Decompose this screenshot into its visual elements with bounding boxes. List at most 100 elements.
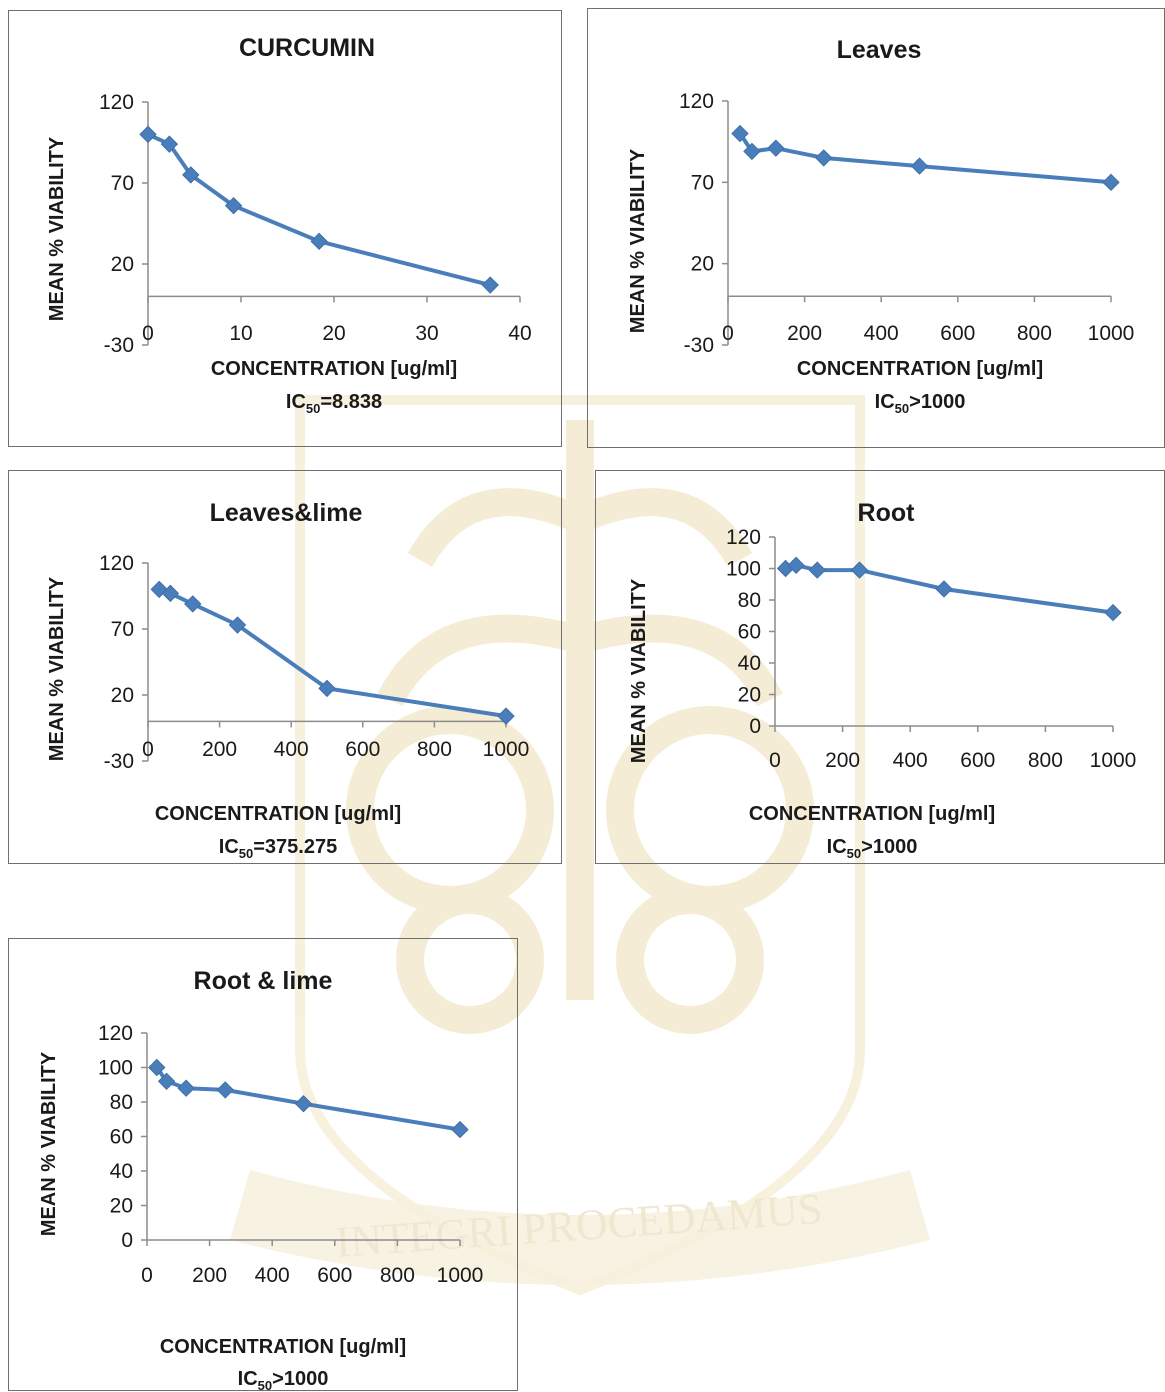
chart-panel-curcumin: CURCUMIN MEAN % VIABILITY CONCENTRATION … <box>8 10 562 447</box>
y-tick-label: 20 <box>691 253 714 276</box>
data-point <box>148 1058 166 1077</box>
y-tick-label: 20 <box>111 684 134 707</box>
series-line <box>155 1066 461 1132</box>
ic50-prefix: IC <box>827 836 847 858</box>
series-line <box>738 132 1112 185</box>
data-point <box>731 124 749 143</box>
y-tick-label: 70 <box>691 171 714 194</box>
x-tick-label: 200 <box>202 738 237 761</box>
ic50-label: IC50>1000 <box>238 1368 329 1392</box>
y-tick-label: -30 <box>104 750 134 773</box>
ic50-value: =375.275 <box>253 836 337 858</box>
y-tick-label: 20 <box>111 253 134 276</box>
x-tick-label: 0 <box>722 322 734 345</box>
data-point <box>451 1120 469 1139</box>
chart-title: CURCUMIN <box>239 34 375 62</box>
y-tick-label: 120 <box>679 90 714 113</box>
chart-panel-leaves: Leaves MEAN % VIABILITY CONCENTRATION [u… <box>587 8 1165 448</box>
y-axis-label: MEAN % VIABILITY <box>628 578 650 763</box>
x-axis-label: CONCENTRATION [ug/ml] <box>797 358 1043 380</box>
y-tick-label: 0 <box>121 1229 133 1252</box>
y-tick-label: 70 <box>111 172 134 195</box>
ic50-prefix: IC <box>286 391 306 413</box>
y-tick-label: 0 <box>749 715 761 738</box>
chart-title: Leaves <box>837 36 922 64</box>
data-point <box>310 232 328 251</box>
data-point <box>216 1081 234 1099</box>
y-tick-label: 120 <box>726 526 761 549</box>
data-point <box>318 679 336 698</box>
data-point <box>1102 173 1120 192</box>
y-tick-label: 20 <box>738 684 761 707</box>
x-tick-label: 0 <box>769 749 781 772</box>
chart-leaves: Leaves MEAN % VIABILITY CONCENTRATION [u… <box>627 36 1134 416</box>
plot-area: 0 20 40 60 80 100 120 0 200 400 600 800 1000 <box>726 526 1136 772</box>
x-tick-label: 1000 <box>483 738 530 761</box>
data-point <box>787 556 805 575</box>
data-point <box>910 157 929 175</box>
x-tick-label: 1000 <box>437 1264 484 1287</box>
x-tick-label: 20 <box>322 322 345 345</box>
y-tick-label: 100 <box>726 558 761 581</box>
y-tick-label: 120 <box>99 91 134 114</box>
y-tick-label: -30 <box>104 334 134 357</box>
data-point <box>1104 603 1122 622</box>
y-tick-label: 60 <box>738 621 761 644</box>
data-point <box>815 149 833 167</box>
data-point <box>808 561 826 579</box>
x-tick-label: 30 <box>415 322 438 345</box>
y-axis-label: MEAN % VIABILITY <box>38 1051 60 1236</box>
data-point <box>161 584 180 603</box>
x-tick-label: 800 <box>380 1264 415 1287</box>
x-tick-label: 0 <box>141 1264 153 1287</box>
ic50-value: >1000 <box>861 836 917 858</box>
data-point <box>767 139 785 157</box>
chart-title: Leaves&lime <box>210 499 363 527</box>
x-tick-label: 1000 <box>1088 322 1135 345</box>
x-tick-label: 200 <box>787 322 822 345</box>
x-tick-label: 800 <box>417 738 452 761</box>
ic50-label: IC50>1000 <box>875 391 966 416</box>
x-tick-label: 600 <box>345 738 380 761</box>
data-point <box>228 616 247 634</box>
x-tick-label: 800 <box>1028 749 1063 772</box>
x-axis-label: CONCENTRATION [ug/ml] <box>211 358 457 380</box>
y-axis-label: MEAN % VIABILITY <box>46 136 68 321</box>
data-point <box>743 142 761 161</box>
x-tick-label: 10 <box>229 322 252 345</box>
data-point <box>184 595 202 613</box>
chart-panel-root: Root MEAN % VIABILITY CONCENTRATION [ug/… <box>595 470 1165 864</box>
ic50-label: IC50>1000 <box>827 836 918 861</box>
ic50-label: IC50=8.838 <box>286 391 382 416</box>
ic50-subscript: 50 <box>306 401 320 416</box>
x-tick-label: 600 <box>317 1264 352 1287</box>
x-axis-label: CONCENTRATION [ug/ml] <box>749 803 995 825</box>
chart-root-lime: Root & lime MEAN % VIABILITY CONCENTRATI… <box>38 967 484 1392</box>
y-tick-label: -30 <box>684 334 714 357</box>
x-tick-label: 400 <box>255 1264 290 1287</box>
data-point <box>157 1072 176 1091</box>
data-point <box>294 1095 313 1113</box>
plot-area: -30 20 70 120 0 200 400 600 800 1000 <box>99 552 529 773</box>
ic50-subscript: 50 <box>258 1378 272 1392</box>
x-tick-label: 400 <box>893 749 928 772</box>
x-axis-label: CONCENTRATION [ug/ml] <box>160 1336 406 1358</box>
ic50-value: >1000 <box>272 1368 328 1390</box>
data-point <box>850 561 869 579</box>
plot-area: -30 20 70 120 0 200 400 600 800 1000 <box>679 90 1134 357</box>
data-point <box>139 125 157 144</box>
data-point <box>182 166 200 184</box>
chart-panel-root-lime: Root & lime MEAN % VIABILITY CONCENTRATI… <box>8 938 518 1392</box>
series-line <box>158 587 507 719</box>
y-tick-label: 80 <box>738 589 761 612</box>
ic50-label: IC50=375.275 <box>219 836 337 861</box>
x-tick-label: 400 <box>274 738 309 761</box>
x-tick-label: 40 <box>508 322 531 345</box>
y-tick-label: 40 <box>738 652 761 675</box>
y-tick-label: 120 <box>99 552 134 575</box>
series-line <box>147 132 491 288</box>
y-tick-label: 120 <box>98 1022 133 1045</box>
x-tick-label: 200 <box>825 749 860 772</box>
ic50-subscript: 50 <box>895 401 909 416</box>
y-tick-label: 70 <box>111 618 134 641</box>
